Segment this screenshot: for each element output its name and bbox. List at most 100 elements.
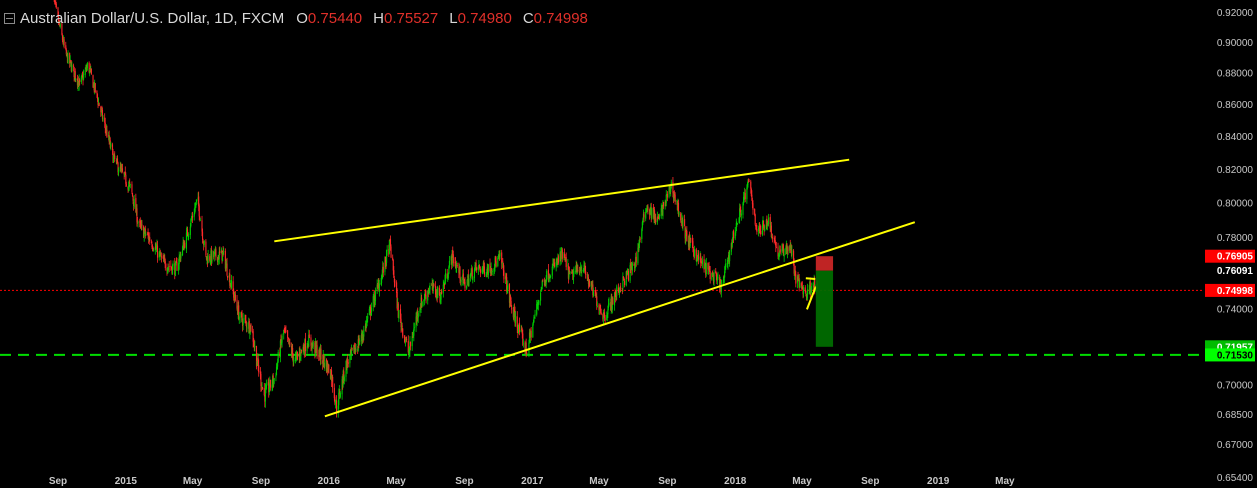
candle-body — [232, 281, 234, 291]
time-axis[interactable]: Sep 2015 May Sep 2016 May Sep 2017 May Sep 2018 May… — [49, 476, 1015, 487]
candle-body — [121, 168, 123, 170]
candle-body — [447, 274, 449, 279]
candle-body — [307, 345, 309, 347]
candle — [517, 325, 519, 335]
candle-body — [802, 290, 804, 295]
candle — [468, 274, 470, 287]
candle — [100, 105, 102, 117]
candle-body — [57, 7, 59, 16]
candle — [716, 272, 718, 285]
candle-body — [743, 196, 745, 198]
candle-body — [703, 259, 705, 270]
candle — [510, 297, 512, 308]
candle-body — [598, 307, 601, 310]
candle-body — [331, 376, 333, 381]
stop-loss-zone[interactable] — [815, 256, 834, 271]
candle — [454, 257, 457, 269]
candle — [89, 63, 91, 73]
candle-body — [427, 291, 429, 293]
candle-body — [333, 387, 335, 399]
candle — [567, 259, 569, 271]
candle — [691, 234, 693, 249]
trendline-1[interactable] — [274, 158, 850, 243]
candle — [783, 248, 785, 262]
candle — [241, 309, 243, 322]
candle-body — [308, 334, 310, 347]
candle — [220, 247, 223, 254]
candle-body — [522, 343, 524, 345]
candle — [230, 274, 233, 290]
candle-body — [133, 201, 135, 207]
candle — [651, 207, 653, 220]
candle-body — [389, 239, 392, 247]
candle-body — [315, 341, 317, 348]
candle — [773, 235, 775, 244]
candle-body — [339, 393, 341, 397]
price-axis[interactable]: 0.920000.900000.880000.860000.840000.820… — [1217, 8, 1254, 484]
trendline-2[interactable] — [324, 221, 916, 418]
candle — [351, 347, 353, 351]
candle-body — [617, 287, 619, 292]
candle-body — [477, 266, 479, 271]
candle-body — [502, 263, 504, 271]
candle — [586, 272, 588, 282]
candle-body — [365, 323, 367, 328]
trendline-4[interactable] — [805, 277, 816, 280]
candle-body — [174, 262, 176, 276]
collapse-icon[interactable] — [4, 12, 15, 24]
candle — [537, 299, 539, 310]
candle-body — [388, 240, 390, 254]
candle — [132, 195, 134, 205]
candle — [713, 269, 715, 287]
candle — [719, 274, 721, 293]
candle-body — [227, 275, 229, 278]
candle — [700, 253, 702, 269]
candle — [263, 382, 265, 397]
candle-body — [616, 286, 618, 296]
candle-body — [459, 279, 462, 282]
candle — [635, 252, 637, 268]
candle-body — [218, 255, 220, 260]
candle-body — [540, 289, 542, 292]
candle — [747, 178, 749, 188]
candle-body — [54, 1, 56, 3]
candle-body — [331, 370, 333, 382]
candle — [73, 66, 75, 82]
candle-body — [190, 219, 192, 226]
candle-body — [541, 280, 543, 287]
candle-body — [163, 257, 165, 262]
candle — [736, 221, 738, 227]
candle-body — [140, 224, 142, 226]
candle — [770, 222, 772, 238]
candle-body — [255, 346, 258, 367]
candle-body — [238, 316, 240, 320]
candle — [412, 332, 414, 339]
price-tick: 0.84000 — [1217, 132, 1254, 143]
candle-body — [233, 290, 235, 298]
candle-body — [415, 316, 417, 328]
candle-body — [374, 290, 377, 302]
candle-body — [563, 253, 566, 258]
candle-body — [704, 262, 706, 264]
take-profit-zone[interactable] — [815, 270, 834, 347]
candle — [334, 399, 336, 409]
candle — [320, 345, 322, 365]
candle — [727, 259, 729, 270]
candle — [413, 322, 415, 342]
candle — [506, 285, 508, 294]
candle — [771, 234, 773, 240]
candle — [258, 359, 260, 377]
trendline-3[interactable] — [806, 286, 817, 310]
candle — [483, 259, 485, 272]
candle — [676, 199, 678, 205]
candle — [90, 65, 92, 74]
candle — [108, 130, 110, 145]
candle — [493, 268, 495, 276]
candle — [588, 279, 590, 287]
candle — [279, 339, 281, 363]
candle — [350, 347, 352, 356]
candle — [332, 374, 334, 393]
candle — [378, 279, 380, 297]
candle — [470, 273, 472, 282]
